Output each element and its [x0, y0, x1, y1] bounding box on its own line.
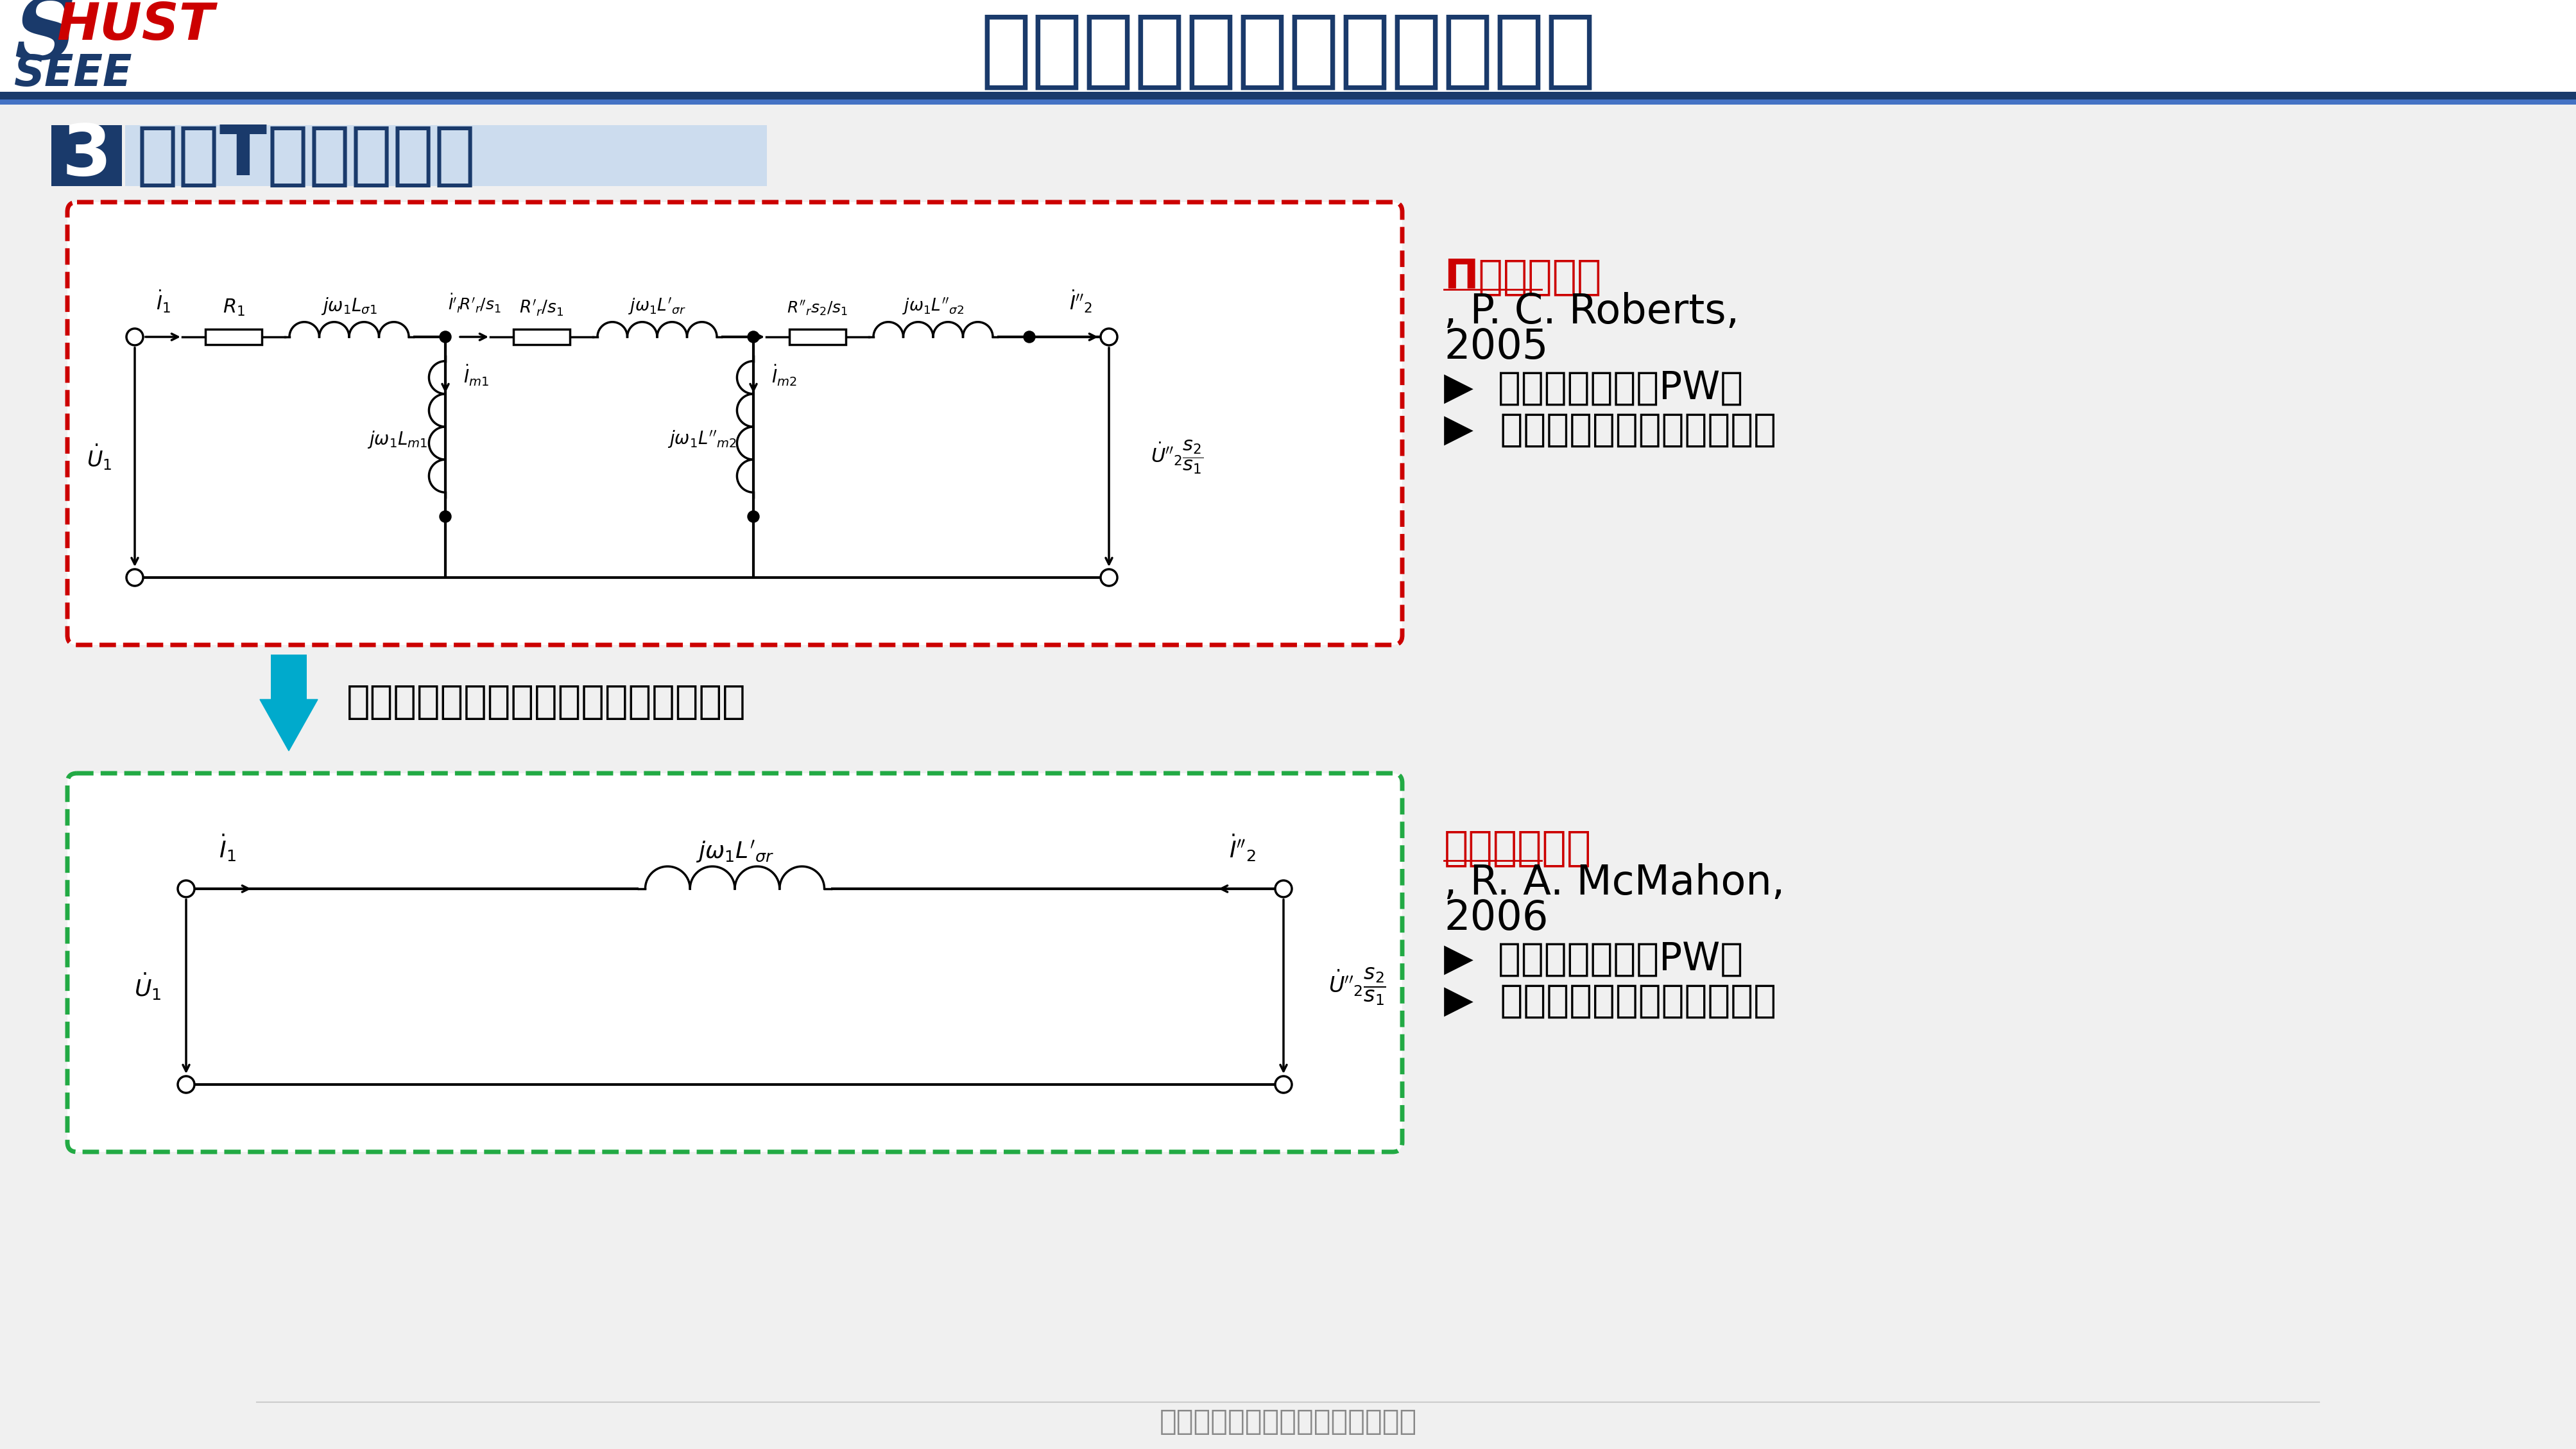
- Text: S: S: [13, 0, 75, 77]
- Text: ▶  缺点：忽略了一些关键参数: ▶ 缺点：忽略了一些关键参数: [1445, 982, 1777, 1020]
- Circle shape: [747, 332, 760, 342]
- Bar: [126, 125, 768, 185]
- Circle shape: [747, 511, 760, 522]
- Text: $\dot{U}''_2\dfrac{s_2}{s_1}$: $\dot{U}''_2\dfrac{s_2}{s_1}$: [1151, 439, 1203, 475]
- Bar: [206, 329, 263, 345]
- FancyBboxPatch shape: [67, 203, 1401, 645]
- Text: , R. A. McMahon,: , R. A. McMahon,: [1445, 864, 1785, 903]
- Text: $j\omega_1 L''_{m2}$: $j\omega_1 L''_{m2}$: [667, 429, 737, 451]
- Text: 忽略磁阻、定子漏感、定子和转子电阻: 忽略磁阻、定子漏感、定子和转子电阻: [348, 684, 747, 722]
- Text: , P. C. Roberts,: , P. C. Roberts,: [1445, 293, 1739, 332]
- Text: 二、无刷双馈电机控制技术: 二、无刷双馈电机控制技术: [979, 10, 1597, 93]
- Circle shape: [1275, 1077, 1291, 1093]
- Bar: [788, 329, 845, 345]
- Text: $\dot{I}_1$: $\dot{I}_1$: [155, 288, 170, 314]
- Circle shape: [126, 329, 144, 345]
- Polygon shape: [260, 700, 317, 751]
- Text: $R'_r/s_1$: $R'_r/s_1$: [520, 298, 564, 317]
- Text: $\dot{I}_{m2}$: $\dot{I}_{m2}$: [770, 364, 796, 388]
- Text: ▶  所有参数折算到PW侧: ▶ 所有参数折算到PW侧: [1445, 369, 1744, 407]
- Text: $j\omega_1 L_{m1}$: $j\omega_1 L_{m1}$: [366, 429, 428, 449]
- Circle shape: [440, 511, 451, 522]
- Text: 内核稳态模型: 内核稳态模型: [1445, 827, 1592, 868]
- Circle shape: [126, 569, 144, 585]
- Text: $\dot{I}''_2$: $\dot{I}''_2$: [1069, 288, 1092, 314]
- Bar: [0, 100, 2576, 104]
- Circle shape: [440, 332, 451, 342]
- Bar: [270, 655, 307, 700]
- Text: ▶  缺点：系统性能分析太复杂: ▶ 缺点：系统性能分析太复杂: [1445, 412, 1777, 449]
- Text: $j\omega_1 L'_{\sigma r}$: $j\omega_1 L'_{\sigma r}$: [696, 839, 773, 865]
- Text: $j\omega_1 L'_{\sigma r}$: $j\omega_1 L'_{\sigma r}$: [629, 296, 685, 316]
- Text: HUST: HUST: [57, 0, 214, 51]
- Bar: [52, 125, 121, 185]
- Text: $\dot{U}_1$: $\dot{U}_1$: [134, 971, 162, 1001]
- Text: 2006: 2006: [1445, 898, 1548, 939]
- Text: $\dot{I}_{m1}$: $\dot{I}_{m1}$: [464, 364, 489, 388]
- Text: $R''_r s_2/s_1$: $R''_r s_2/s_1$: [788, 300, 848, 317]
- Text: $\dot{I}'_r\!R'_r/s_1$: $\dot{I}'_r\!R'_r/s_1$: [448, 293, 500, 314]
- Text: $\dot{U}_1$: $\dot{U}_1$: [88, 442, 113, 472]
- Bar: [0, 0, 2576, 100]
- Text: 新型T形稳态模型: 新型T形稳态模型: [137, 122, 477, 190]
- Text: $j\omega_1 L''_{\sigma 2}$: $j\omega_1 L''_{\sigma 2}$: [902, 296, 963, 316]
- Text: Π型稳态模型: Π型稳态模型: [1445, 256, 1602, 297]
- Circle shape: [1100, 569, 1118, 585]
- FancyBboxPatch shape: [67, 774, 1401, 1152]
- Text: SEEE: SEEE: [13, 52, 131, 96]
- Text: $\dot{I}_1$: $\dot{I}_1$: [219, 833, 237, 864]
- Circle shape: [1023, 332, 1036, 342]
- Bar: [513, 329, 569, 345]
- Circle shape: [1100, 329, 1118, 345]
- Text: $\dot{U}''_2\dfrac{s_2}{s_1}$: $\dot{U}''_2\dfrac{s_2}{s_1}$: [1329, 966, 1386, 1007]
- Bar: [0, 91, 2576, 100]
- Circle shape: [178, 1077, 193, 1093]
- Text: $\dot{I}''_2$: $\dot{I}''_2$: [1229, 833, 1257, 864]
- Text: ▶  所有参数折算到PW侧: ▶ 所有参数折算到PW侧: [1445, 940, 1744, 978]
- Text: 2005: 2005: [1445, 327, 1548, 367]
- Circle shape: [1275, 881, 1291, 897]
- Circle shape: [178, 881, 193, 897]
- Text: 中国电工技术学会新媒体平台发布: 中国电工技术学会新媒体平台发布: [1159, 1407, 1417, 1435]
- Text: $R_1$: $R_1$: [222, 297, 245, 317]
- Text: 3: 3: [62, 122, 111, 190]
- Text: $j\omega_1 L_{\sigma 1}$: $j\omega_1 L_{\sigma 1}$: [322, 296, 376, 316]
